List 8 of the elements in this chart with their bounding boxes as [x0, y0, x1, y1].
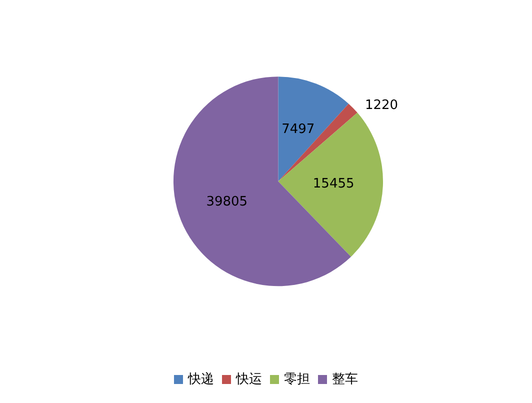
legend-label: 快递 — [187, 372, 214, 387]
data-label: 7497 — [282, 122, 315, 138]
legend-label: 整车 — [332, 372, 358, 387]
data-label: 1220 — [364, 98, 398, 113]
data-label: 15455 — [312, 176, 354, 192]
legend-label: 快运 — [235, 372, 262, 387]
data-label: 39805 — [206, 194, 248, 210]
legend-label: 零担 — [284, 372, 310, 387]
